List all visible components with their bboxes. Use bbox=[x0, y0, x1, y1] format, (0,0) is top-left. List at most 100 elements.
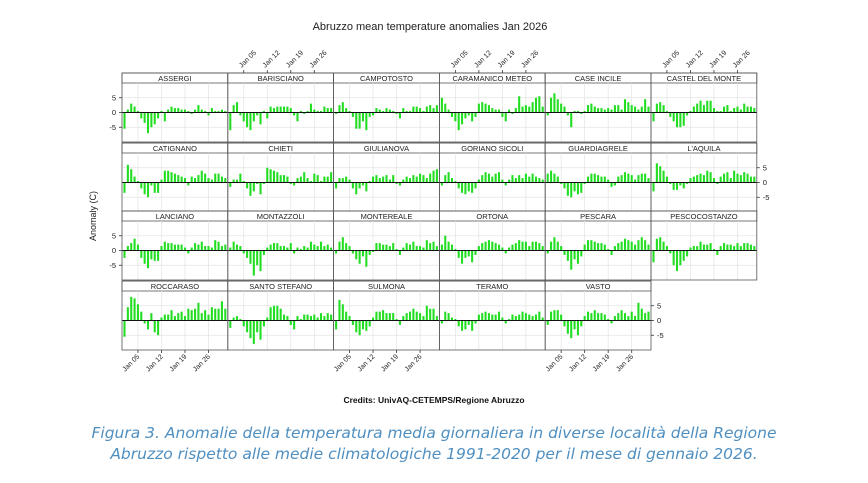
data-bar bbox=[675, 182, 679, 190]
data-bar bbox=[531, 316, 534, 321]
data-bar bbox=[474, 182, 477, 189]
data-bar bbox=[419, 108, 422, 113]
data-bar bbox=[412, 175, 415, 183]
data-bar bbox=[269, 244, 272, 251]
data-bar bbox=[194, 243, 197, 251]
data-bar bbox=[706, 170, 709, 183]
data-bar bbox=[467, 182, 470, 192]
data-bar bbox=[173, 316, 176, 321]
data-bar bbox=[146, 182, 150, 198]
data-bar bbox=[335, 182, 338, 189]
data-bar bbox=[395, 182, 398, 184]
data-bar bbox=[200, 241, 203, 251]
data-bar bbox=[743, 243, 746, 251]
data-bar bbox=[279, 308, 282, 321]
data-bar bbox=[190, 247, 193, 251]
data-bar bbox=[590, 103, 593, 113]
data-bar bbox=[204, 246, 207, 251]
data-bar bbox=[361, 112, 365, 122]
data-bar bbox=[323, 106, 326, 113]
data-bar bbox=[372, 317, 375, 321]
data-bar bbox=[560, 103, 563, 113]
data-bar bbox=[187, 111, 190, 113]
data-bar bbox=[531, 102, 534, 113]
data-bar bbox=[514, 316, 517, 321]
data-bar bbox=[293, 112, 296, 116]
data-bar bbox=[378, 311, 381, 321]
x-tick-label: Jan 19 bbox=[592, 353, 612, 373]
data-bar bbox=[232, 241, 235, 251]
data-bar bbox=[256, 250, 259, 266]
data-bar bbox=[143, 182, 146, 195]
data-bar bbox=[378, 109, 381, 113]
data-bar bbox=[136, 304, 139, 321]
x-tick-label: Jan 26 bbox=[404, 353, 424, 373]
data-bar bbox=[682, 250, 685, 261]
data-bar bbox=[706, 244, 709, 251]
data-bar bbox=[429, 308, 432, 321]
data-bar bbox=[382, 244, 385, 251]
data-bar bbox=[597, 175, 600, 183]
data-bar bbox=[242, 250, 245, 254]
data-bar bbox=[444, 103, 447, 113]
data-bar bbox=[217, 308, 220, 321]
panel-title: CATIGNANO bbox=[153, 144, 197, 153]
panel-title: CARAMANICO METEO bbox=[453, 74, 533, 83]
data-bar bbox=[170, 243, 173, 251]
data-bar bbox=[655, 103, 658, 113]
data-bar bbox=[454, 181, 457, 183]
data-bar bbox=[163, 241, 166, 251]
data-bar bbox=[630, 105, 633, 113]
data-bar bbox=[623, 99, 627, 113]
data-bar bbox=[200, 313, 203, 321]
data-bar bbox=[556, 99, 559, 113]
data-bar bbox=[583, 316, 586, 321]
data-bar bbox=[405, 111, 408, 113]
x-tick-label: Jan 12 bbox=[262, 50, 282, 70]
data-bar bbox=[319, 313, 323, 321]
x-tick-label: Jan 05 bbox=[450, 50, 470, 70]
data-bar bbox=[457, 182, 460, 189]
data-bar bbox=[375, 175, 378, 183]
data-bar bbox=[338, 178, 341, 183]
data-bar bbox=[524, 241, 527, 251]
data-bar bbox=[130, 103, 133, 113]
data-bar bbox=[541, 246, 544, 251]
data-bar bbox=[296, 112, 299, 122]
data-bar bbox=[550, 170, 553, 183]
data-bar bbox=[511, 112, 514, 114]
data-bar bbox=[235, 244, 239, 251]
data-bar bbox=[447, 241, 450, 251]
data-bar bbox=[576, 111, 579, 113]
data-bar bbox=[702, 175, 705, 183]
data-bar bbox=[338, 299, 341, 321]
data-bar bbox=[665, 246, 668, 251]
data-bar bbox=[546, 320, 549, 325]
data-bar bbox=[194, 178, 197, 183]
data-bar bbox=[655, 238, 658, 251]
data-bar bbox=[361, 320, 365, 330]
data-bar bbox=[187, 182, 190, 186]
data-bar bbox=[289, 320, 292, 325]
data-bar bbox=[309, 241, 312, 251]
data-bar bbox=[435, 169, 438, 183]
data-bar bbox=[316, 317, 319, 321]
data-bar bbox=[534, 314, 538, 321]
data-bar bbox=[461, 250, 464, 264]
y-tick-label: 5 bbox=[763, 163, 767, 172]
data-bar bbox=[385, 244, 388, 251]
data-bar bbox=[550, 311, 553, 321]
data-bar bbox=[348, 246, 351, 251]
data-bar bbox=[613, 246, 616, 251]
data-bar bbox=[319, 241, 323, 251]
data-bar bbox=[136, 244, 139, 251]
data-bar bbox=[686, 112, 689, 116]
data-bar bbox=[214, 173, 217, 183]
data-bar bbox=[573, 182, 576, 192]
data-bar bbox=[518, 240, 521, 251]
data-bar bbox=[477, 314, 480, 321]
y-tick-label: -5 bbox=[109, 261, 116, 270]
data-bar bbox=[398, 182, 401, 186]
data-bar bbox=[481, 102, 484, 113]
data-bar bbox=[126, 307, 129, 321]
